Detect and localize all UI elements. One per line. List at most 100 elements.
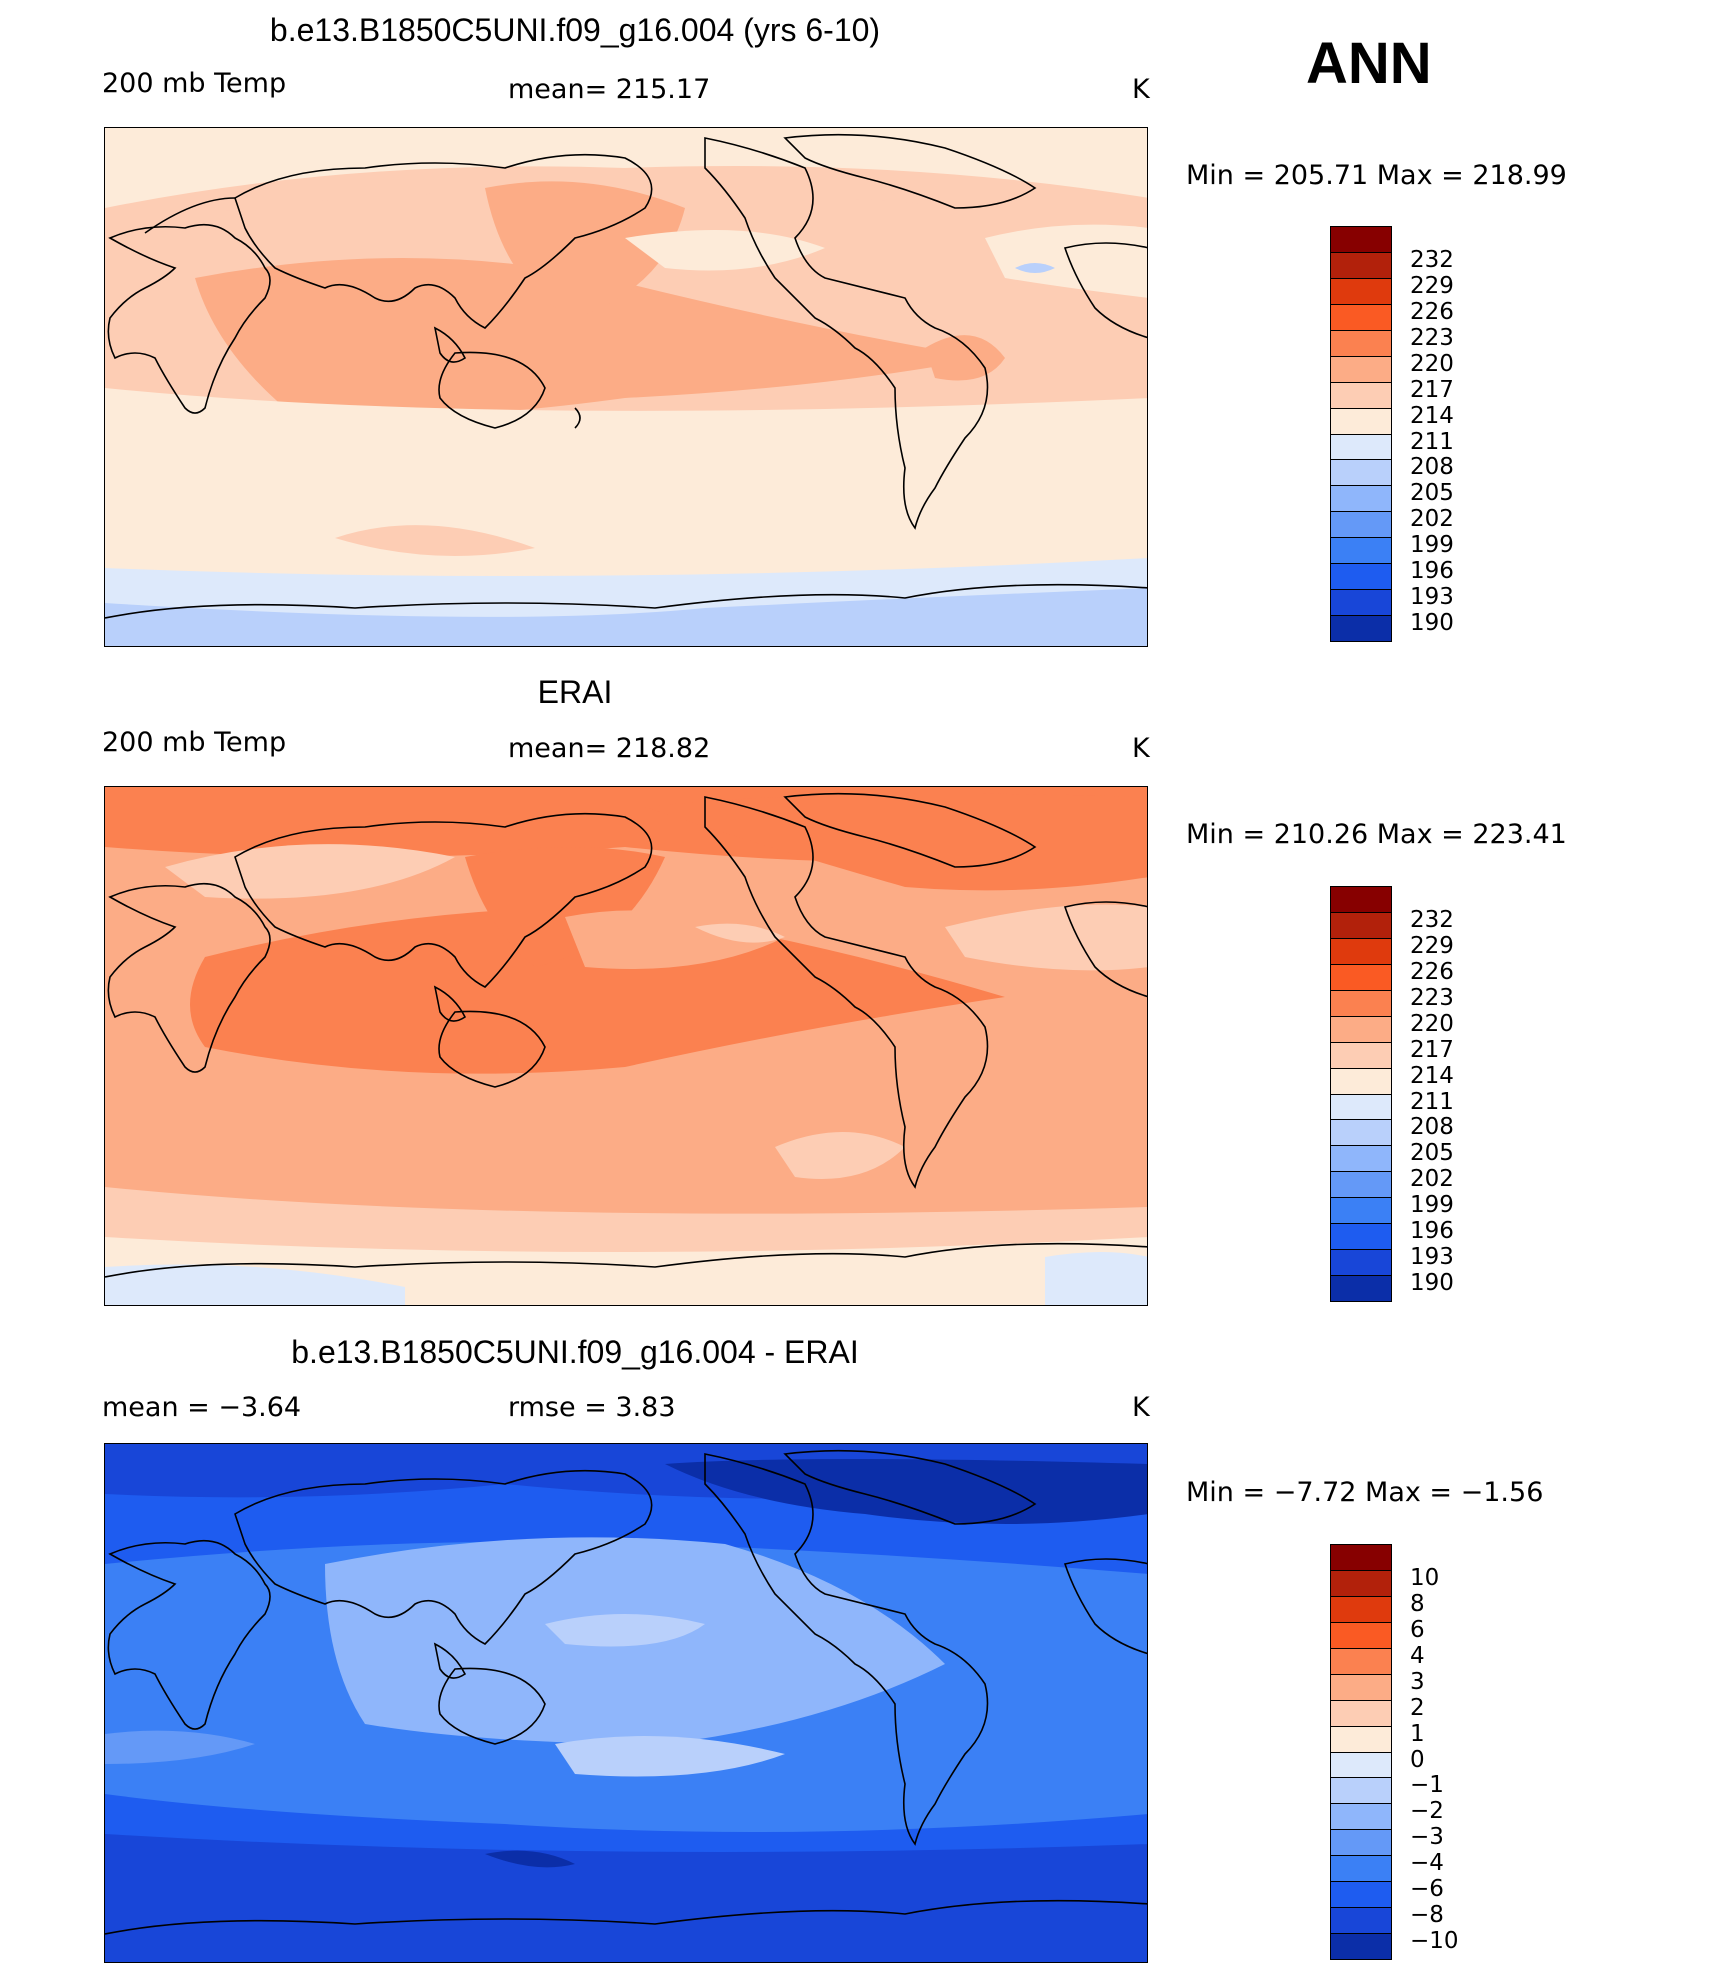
colorbar-tick-label: 214 xyxy=(1410,402,1454,429)
colorbar-tick-label: 220 xyxy=(1410,1010,1454,1037)
panel-3-rmse-label: rmse = 3.83 xyxy=(508,1392,676,1423)
colorbar-tick-label: 10 xyxy=(1410,1564,1440,1591)
panel-3-map xyxy=(104,1443,1148,1963)
panel-2-units: K xyxy=(1132,733,1150,764)
panel-2-map xyxy=(104,786,1148,1306)
colorbar-tick-label: 214 xyxy=(1410,1062,1454,1089)
colorbar-box xyxy=(1330,1249,1392,1277)
colorbar-box xyxy=(1330,1725,1392,1753)
colorbar-box xyxy=(1330,329,1392,357)
colorbar-box xyxy=(1330,1699,1392,1727)
colorbar-box xyxy=(1330,963,1392,991)
colorbar-box xyxy=(1330,251,1392,279)
colorbar-box xyxy=(1330,615,1392,642)
colorbar-box xyxy=(1330,1197,1392,1225)
panel-2-title: ERAI xyxy=(537,674,613,710)
colorbar-tick-label: 211 xyxy=(1410,428,1454,455)
panel-3-title: b.e13.B1850C5UNI.f09_g16.004 - ERAI xyxy=(291,1334,859,1370)
colorbar-box xyxy=(1330,459,1392,487)
colorbar-box xyxy=(1330,563,1392,591)
colorbar-tick-label: −10 xyxy=(1410,1928,1459,1955)
colorbar-tick-label: 190 xyxy=(1410,610,1454,637)
colorbar-box xyxy=(1330,1647,1392,1675)
colorbar-box xyxy=(1330,1171,1392,1199)
colorbar-tick-label: 217 xyxy=(1410,1036,1454,1063)
panel-3-units: K xyxy=(1132,1392,1150,1423)
panel-2-minmax: Min = 210.26 Max = 223.41 xyxy=(1186,819,1567,850)
colorbar-box xyxy=(1330,485,1392,513)
colorbar-tick-label: 226 xyxy=(1410,958,1454,985)
colorbar-tick-label: −8 xyxy=(1410,1902,1444,1929)
colorbar-tick-label: 196 xyxy=(1410,1218,1454,1245)
colorbar-tick-label: 232 xyxy=(1410,246,1454,273)
colorbar-box xyxy=(1330,511,1392,539)
colorbar-box xyxy=(1330,1673,1392,1701)
panel-1-map xyxy=(104,127,1148,647)
colorbar-tick-label: 199 xyxy=(1410,532,1454,559)
panel-1-mean-label: mean= 215.17 xyxy=(508,74,711,105)
colorbar-tick-label: 217 xyxy=(1410,376,1454,403)
colorbar-box xyxy=(1330,911,1392,939)
colorbar-box xyxy=(1330,1041,1392,1069)
colorbar-tick-label: 193 xyxy=(1410,1244,1454,1271)
colorbar-box xyxy=(1330,1881,1392,1909)
colorbar-tick-label: 8 xyxy=(1410,1590,1425,1617)
season-label: ANN xyxy=(1306,31,1432,96)
colorbar-box xyxy=(1330,1145,1392,1173)
panel-2-colorbar: 232 229 226 223 220 217 214 211 208 205 202 199 196 1… xyxy=(1330,886,1454,1302)
colorbar-box xyxy=(1330,1275,1392,1302)
colorbar-tick-label: 199 xyxy=(1410,1192,1454,1219)
panel-1-minmax: Min = 205.71 Max = 218.99 xyxy=(1186,160,1567,191)
colorbar-tick-label: −6 xyxy=(1410,1876,1444,1903)
colorbar-tick-label: 205 xyxy=(1410,1140,1454,1167)
colorbar-box xyxy=(1330,1595,1392,1623)
colorbar-box xyxy=(1330,277,1392,305)
colorbar-box xyxy=(1330,1067,1392,1095)
colorbar-tick-label: 3 xyxy=(1410,1668,1425,1695)
colorbar-tick-label: 202 xyxy=(1410,1166,1454,1193)
panel-2-variable-label: 200 mb Temp xyxy=(102,727,287,758)
panel-2-coastlines xyxy=(105,792,1147,1278)
panel-2-mean-label: mean= 218.82 xyxy=(508,733,711,764)
colorbar-tick-label: 223 xyxy=(1410,984,1454,1011)
panel-3-mean-label: mean = −3.64 xyxy=(102,1392,302,1423)
colorbar-tick-label: 202 xyxy=(1410,506,1454,533)
panel-1-title: b.e13.B1850C5UNI.f09_g16.004 (yrs 6-10) xyxy=(269,12,881,48)
panel-3-minmax: Min = −7.72 Max = −1.56 xyxy=(1186,1477,1544,1508)
colorbar-box xyxy=(1330,537,1392,565)
colorbar-box xyxy=(1330,1829,1392,1857)
colorbar-tick-label: 208 xyxy=(1410,454,1454,481)
colorbar-box xyxy=(1330,937,1392,965)
colorbar-box xyxy=(1330,1015,1392,1043)
colorbar-box xyxy=(1330,407,1392,435)
panel-1-variable-label: 200 mb Temp xyxy=(102,68,287,99)
colorbar-box xyxy=(1330,433,1392,461)
panel-3-colorbar: 10 8 6 4 3 2 1 0 −1 −2 −3 −4 −6 −8 −10 xyxy=(1330,1544,1459,1960)
colorbar-tick-label: 211 xyxy=(1410,1088,1454,1115)
colorbar-box xyxy=(1330,1907,1392,1935)
colorbar-box xyxy=(1330,1933,1392,1960)
colorbar-box xyxy=(1330,1855,1392,1883)
colorbar-tick-label: −2 xyxy=(1410,1798,1444,1825)
colorbar-tick-label: −1 xyxy=(1410,1772,1444,1799)
colorbar-box xyxy=(1330,1751,1392,1779)
colorbar-tick-label: 2 xyxy=(1410,1694,1425,1721)
colorbar-box xyxy=(1330,303,1392,331)
colorbar-tick-label: 193 xyxy=(1410,584,1454,611)
colorbar-tick-label: 220 xyxy=(1410,350,1454,377)
colorbar-tick-label: 229 xyxy=(1410,272,1454,299)
colorbar-box xyxy=(1330,1777,1392,1805)
colorbar-tick-label: 1 xyxy=(1410,1720,1425,1747)
panel-1-coastlines xyxy=(105,133,1147,619)
colorbar-box xyxy=(1330,1544,1392,1571)
panel-3-coastlines xyxy=(105,1449,1147,1935)
colorbar-box xyxy=(1330,1093,1392,1121)
colorbar-box xyxy=(1330,1803,1392,1831)
colorbar-tick-label: 229 xyxy=(1410,932,1454,959)
colorbar-tick-label: 208 xyxy=(1410,1114,1454,1141)
colorbar-tick-label: 0 xyxy=(1410,1746,1425,1773)
colorbar-box xyxy=(1330,1569,1392,1597)
colorbar-box xyxy=(1330,381,1392,409)
colorbar-box xyxy=(1330,886,1392,913)
colorbar-tick-label: 4 xyxy=(1410,1642,1425,1669)
